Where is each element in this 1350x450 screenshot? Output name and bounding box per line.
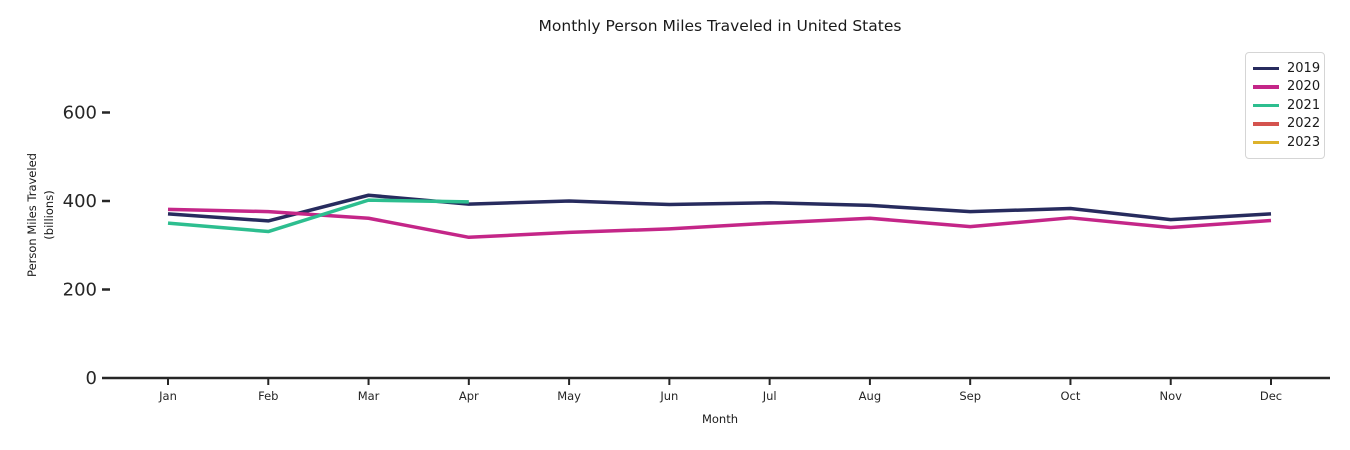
x-tick-label: Jul — [762, 389, 777, 403]
y-tick-label: 0 — [86, 368, 97, 389]
series-line-2019 — [167, 193, 1272, 223]
legend-swatch-2020 — [1253, 85, 1279, 89]
x-axis-label: Month — [701, 412, 739, 426]
legend-label-2019: 2019 — [1287, 60, 1321, 76]
legend-label-2020: 2020 — [1287, 79, 1321, 95]
legend-label-2023: 2023 — [1287, 134, 1321, 150]
legend-swatch-2019 — [1253, 66, 1279, 70]
x-tick-label: Apr — [459, 389, 479, 403]
y-tick-label: 200 — [63, 280, 97, 301]
x-tick-label: May — [557, 389, 581, 403]
series-line-2020 — [167, 207, 1272, 240]
y-axis-label-line1: Person Miles Traveled — [24, 153, 39, 277]
y-axis-label-line2: (billions) — [42, 190, 56, 240]
legend-label-2022: 2022 — [1287, 116, 1321, 132]
series-line-2021 — [167, 198, 469, 234]
legend-swatch-2023 — [1253, 140, 1279, 144]
legend-item-2019: 2019 — [1253, 59, 1320, 78]
x-tick-label: Sep — [959, 389, 981, 403]
y-tick-label: 400 — [63, 191, 97, 212]
legend-swatch-2022 — [1253, 122, 1279, 126]
legend-item-2020: 2020 — [1253, 78, 1320, 97]
x-tick-label: Dec — [1260, 389, 1282, 403]
y-tick-label: 600 — [63, 103, 97, 124]
legend-item-2021: 2021 — [1253, 96, 1320, 115]
legend-item-2022: 2022 — [1253, 115, 1320, 134]
x-tick-label: Jun — [659, 389, 678, 403]
x-tick-label: Mar — [358, 389, 380, 403]
chart-title: Monthly Person Miles Traveled in United … — [538, 17, 902, 35]
legend: 2019 2020 2021 2022 2023 — [1245, 52, 1325, 159]
x-tick-label: Jan — [158, 389, 177, 403]
legend-item-2023: 2023 — [1253, 133, 1320, 152]
legend-swatch-2021 — [1253, 103, 1279, 107]
x-tick-label: Aug — [859, 389, 881, 403]
x-tick-label: Oct — [1061, 389, 1081, 403]
x-tick-label: Feb — [258, 389, 278, 403]
x-tick-label: Nov — [1160, 389, 1183, 403]
legend-label-2021: 2021 — [1287, 97, 1321, 113]
y-axis-label: Person Miles Traveled (billions) — [24, 153, 59, 277]
